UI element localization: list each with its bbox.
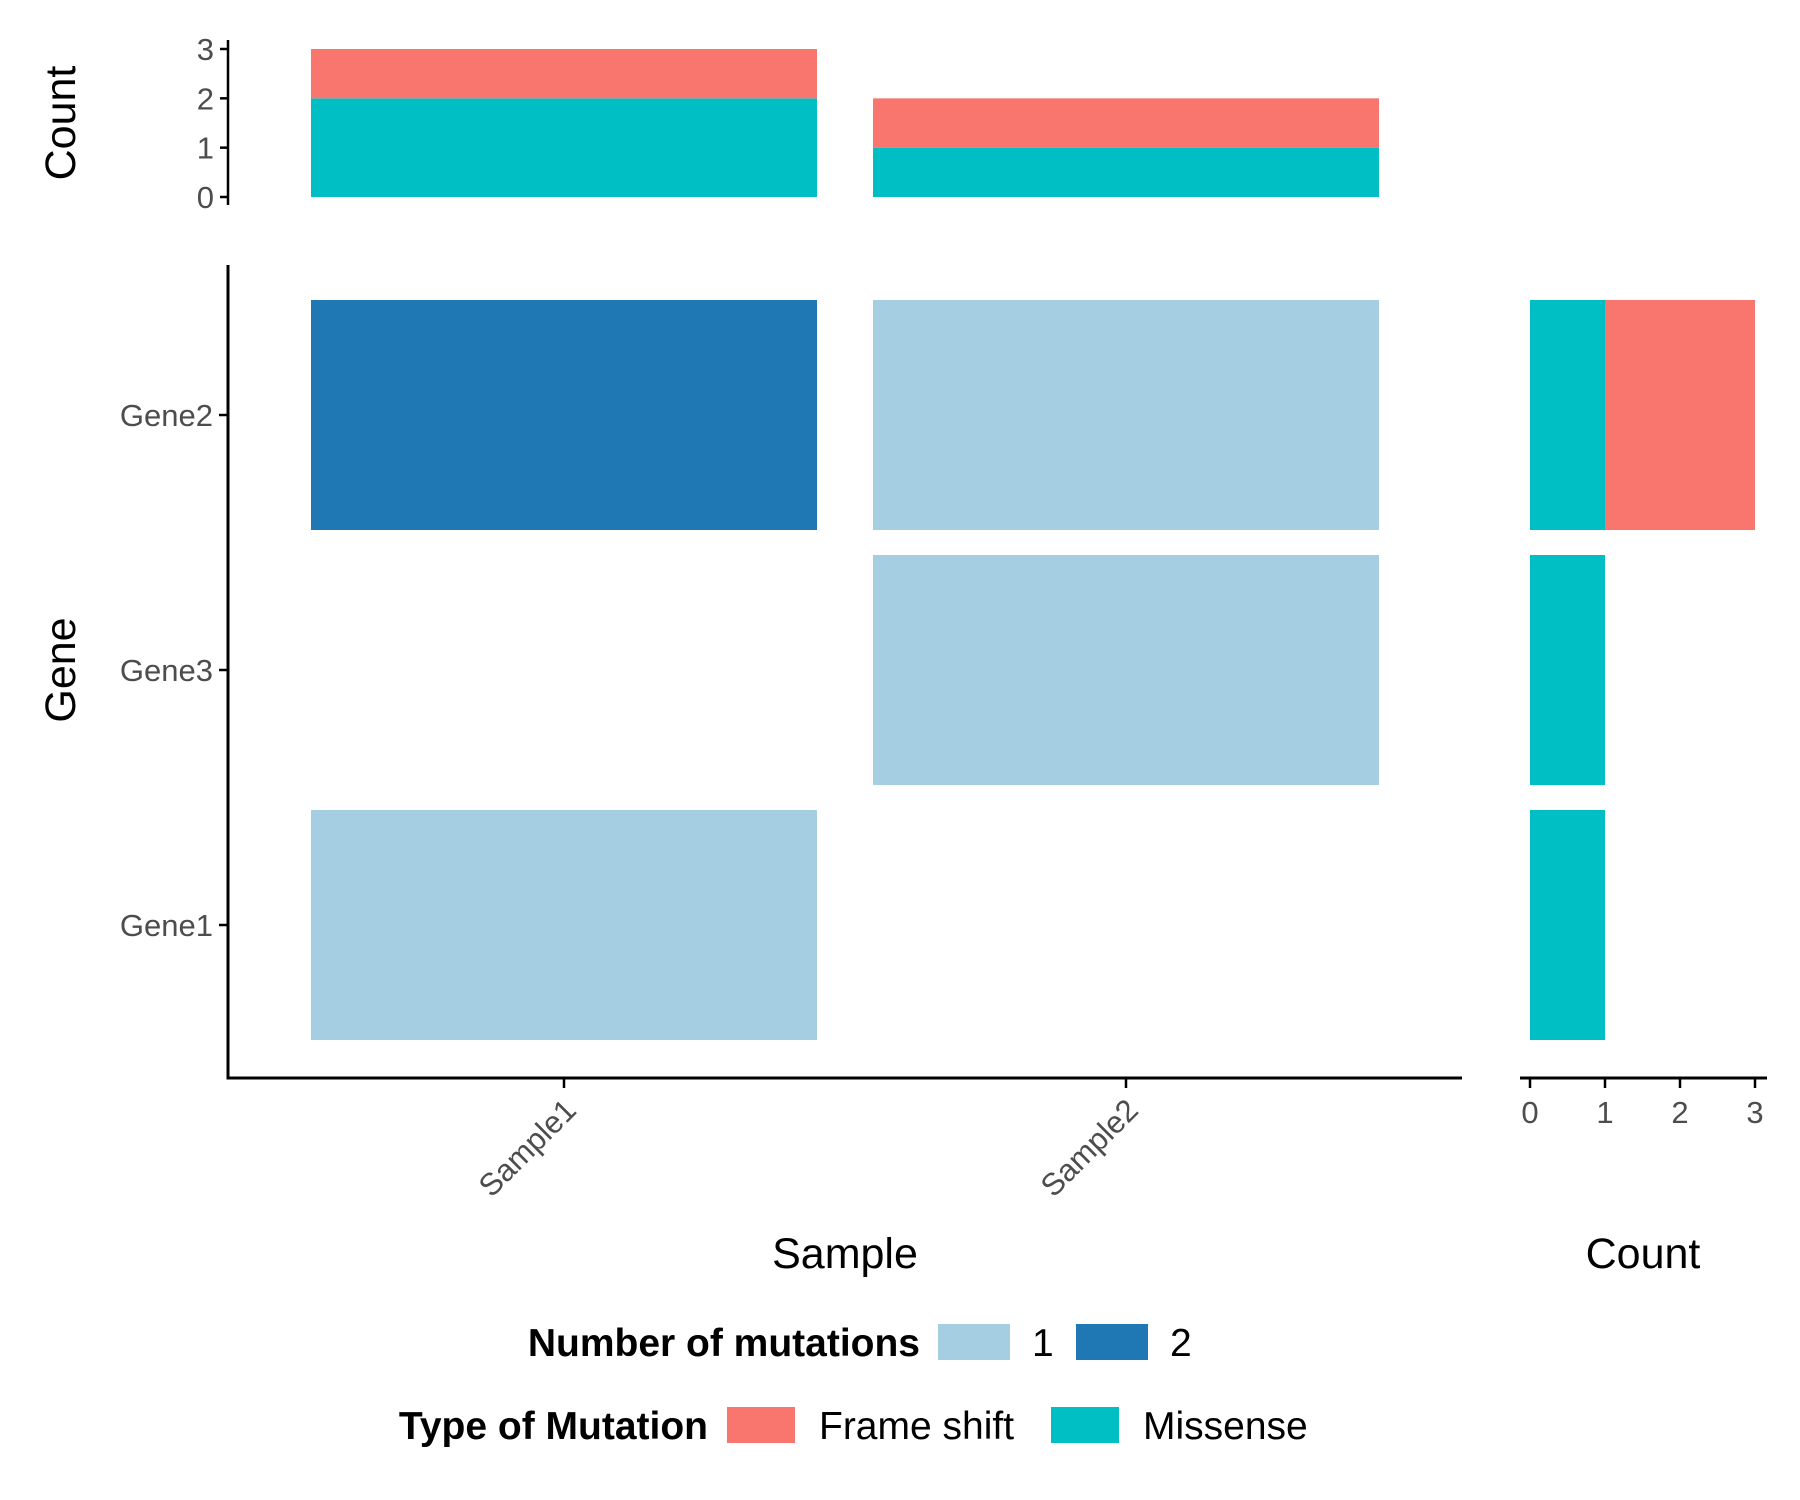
legend-key-count-1 bbox=[938, 1324, 1010, 1360]
legend-label-type-missense: Missense bbox=[1143, 1405, 1308, 1448]
top-y-tick-label: 1 bbox=[197, 131, 214, 166]
right-bar-gene1-missense bbox=[1530, 810, 1605, 1040]
right-x-tick-label: 3 bbox=[1746, 1095, 1763, 1130]
main-y-tick-label: Gene2 bbox=[120, 398, 213, 433]
main-y-axis-title: Gene bbox=[37, 617, 85, 722]
right-bar-gene3-missense bbox=[1530, 555, 1605, 785]
top-y-axis-title: Count bbox=[37, 66, 85, 181]
right-x-tick-label: 1 bbox=[1596, 1095, 1613, 1130]
legend-key-type-missense bbox=[1051, 1407, 1119, 1443]
right-x-tick-label: 0 bbox=[1521, 1095, 1538, 1130]
right-bar-gene2-frame-shift bbox=[1605, 300, 1755, 530]
legend-label-count-2: 2 bbox=[1170, 1322, 1192, 1365]
legend-number-of-mutations: Number of mutations 1 2 bbox=[528, 1322, 1192, 1365]
heatmap-panel: Gene1 Gene3 Gene2 Sample1 Sample2 Sample Gene bbox=[37, 265, 1462, 1278]
top-bar-panel: 0 1 2 3 Count bbox=[37, 32, 1379, 215]
legend-key-type-frame-shift bbox=[727, 1407, 795, 1443]
main-x-tick-label: Sample2 bbox=[1034, 1092, 1145, 1203]
main-y-tick-label: Gene3 bbox=[120, 653, 213, 688]
heatmap-cell-sample1-gene1 bbox=[311, 810, 817, 1040]
heatmap-cell-sample1-gene2 bbox=[311, 300, 817, 530]
legend-mutations-title: Number of mutations bbox=[528, 1322, 920, 1365]
right-bar-gene2-missense bbox=[1530, 300, 1605, 530]
right-bar-panel: 0 1 2 3 Count bbox=[1520, 300, 1767, 1278]
main-x-tick-label: Sample1 bbox=[472, 1092, 583, 1203]
legend-type-of-mutation: Type of Mutation Frame shift Missense bbox=[399, 1405, 1308, 1448]
heatmap-cell-sample2-gene3 bbox=[873, 555, 1379, 785]
right-x-tick-label: 2 bbox=[1671, 1095, 1688, 1130]
heatmap-cell-sample2-gene2 bbox=[873, 300, 1379, 530]
main-x-axis-title: Sample bbox=[772, 1230, 918, 1278]
legend-key-count-2 bbox=[1076, 1324, 1148, 1360]
top-bar-sample1-frame-shift bbox=[311, 49, 817, 99]
top-y-tick-label: 2 bbox=[197, 81, 214, 116]
top-y-tick-label: 3 bbox=[197, 32, 214, 67]
main-y-tick-label: Gene1 bbox=[120, 908, 213, 943]
legend-label-count-1: 1 bbox=[1032, 1322, 1054, 1365]
legend-label-type-frame-shift: Frame shift bbox=[819, 1405, 1014, 1448]
right-x-axis-title: Count bbox=[1586, 1230, 1701, 1278]
top-bar-sample2-frame-shift bbox=[873, 98, 1379, 148]
top-y-tick-label: 0 bbox=[197, 180, 214, 215]
legend-type-title: Type of Mutation bbox=[399, 1405, 708, 1448]
top-bar-sample2-missense bbox=[873, 147, 1379, 197]
top-bar-sample1-missense bbox=[311, 98, 817, 197]
